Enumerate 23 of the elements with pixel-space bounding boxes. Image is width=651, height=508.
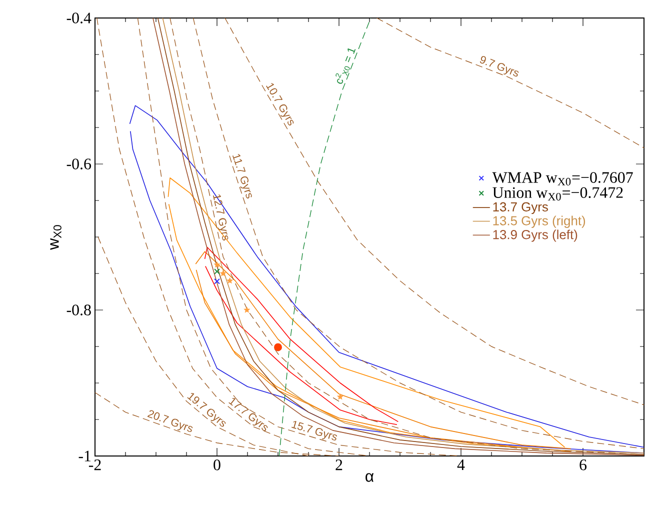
y-tick-label: -1	[78, 450, 91, 462]
text: 17.7 Gyrs	[228, 398, 268, 432]
x-axis-title: α	[366, 473, 374, 482]
text: 15.7 Gyrs	[292, 420, 338, 440]
legend-label: 13.5 Gyrs (right)	[493, 216, 586, 228]
text: 9.7 Gyrs	[480, 56, 519, 77]
x-tick-label: 2	[336, 460, 342, 470]
y-tick-label: -0.4	[66, 12, 92, 24]
text: 12.7 Gyrs	[212, 194, 228, 240]
y-tick-label: -0.8	[66, 304, 91, 316]
y-tick-label: -0.6	[66, 158, 92, 170]
x-tick-label: -2	[88, 460, 101, 470]
x-tick-label: 4	[457, 460, 465, 470]
y-axis-title: w$_{X0}$	[50, 225, 62, 250]
legend-label: 13.9 Gyrs (left)	[493, 230, 578, 242]
text: 11.7 Gyrs	[232, 154, 252, 198]
x-tick-label: 6	[580, 460, 587, 470]
x-tick-label: 0	[214, 460, 220, 470]
legend-label: Union w$_{X0}$=−0.7472	[492, 187, 623, 200]
legend-label: 13.7 Gyrs	[493, 202, 548, 214]
text: c$^{2}$$_{X0}$ = 1	[336, 48, 356, 84]
legend-label: WMAP w$_{X0}$=−0.7607	[492, 172, 633, 186]
text: 20.7 Gyrs	[147, 410, 193, 432]
